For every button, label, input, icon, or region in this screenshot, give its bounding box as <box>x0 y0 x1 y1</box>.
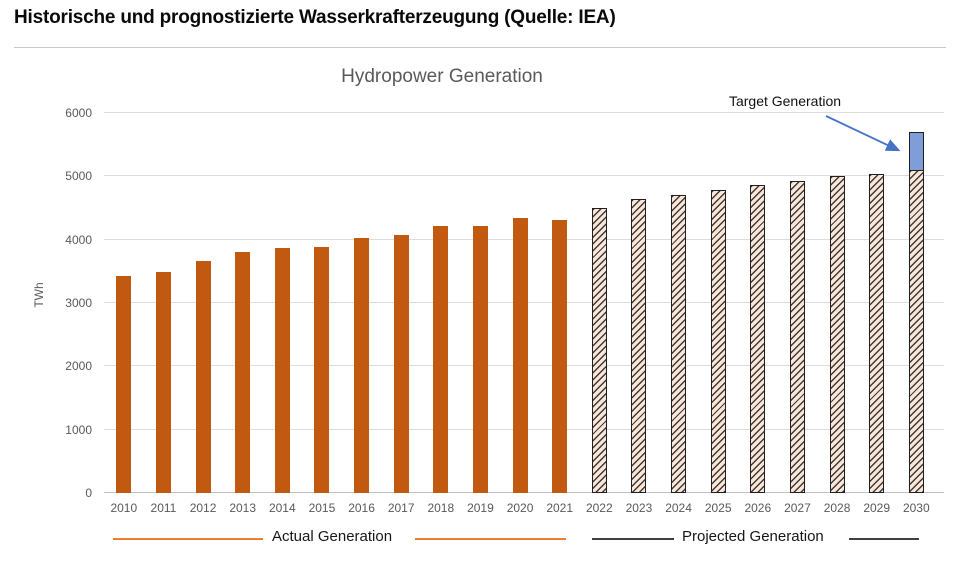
x-label-2022: 2022 <box>585 501 613 515</box>
x-label-2010: 2010 <box>110 501 138 515</box>
x-label-2025: 2025 <box>704 501 732 515</box>
y-tick-6000: 6000 <box>65 106 92 120</box>
projected-bar-2022 <box>591 208 607 493</box>
bar-slot-2017 <box>381 113 421 493</box>
projected-bar-2025 <box>710 189 726 493</box>
y-tick-2000: 2000 <box>65 359 92 374</box>
x-label-2018: 2018 <box>427 501 455 515</box>
actual-bar-2020 <box>512 218 528 493</box>
actual-bar-2021 <box>552 220 568 493</box>
x-label-2020: 2020 <box>506 501 534 515</box>
projected-bar-2028 <box>829 176 845 493</box>
x-label-2027: 2027 <box>784 501 811 515</box>
actual-bar-2011 <box>155 271 171 493</box>
actual-legend-line-left <box>113 538 263 540</box>
bar-slot-2011 <box>144 113 184 493</box>
plot-area <box>104 112 944 493</box>
x-label-2026: 2026 <box>744 501 772 515</box>
bar-slot-2030 <box>897 113 937 493</box>
bar-slot-2013 <box>223 113 263 493</box>
actual-bar-2014 <box>274 247 290 493</box>
bars <box>104 113 936 493</box>
x-label-2029: 2029 <box>863 501 891 515</box>
gridline-6000 <box>104 112 944 113</box>
bar-slot-2014 <box>263 113 303 493</box>
bar-slot-2029 <box>857 113 897 493</box>
y-tick-5000: 5000 <box>65 169 92 184</box>
projected-legend-label: Projected Generation <box>682 528 824 545</box>
x-label-2013: 2013 <box>229 501 257 515</box>
y-tick-0: 0 <box>85 486 92 500</box>
bar-slot-2016 <box>342 113 382 493</box>
bar-slot-2015 <box>302 113 342 493</box>
x-label-2015: 2015 <box>308 501 336 515</box>
bar-slot-2019 <box>461 113 501 493</box>
target-arrow-icon <box>825 115 901 152</box>
actual-bar-2013 <box>235 251 251 493</box>
x-label-2014: 2014 <box>268 501 296 515</box>
gridline-5000 <box>104 175 944 177</box>
bar-slot-2026 <box>738 113 778 493</box>
projected-bar-2026 <box>750 185 766 493</box>
actual-bar-2019 <box>472 226 488 493</box>
y-tick-3000: 3000 <box>65 296 92 310</box>
x-label-2012: 2012 <box>189 501 217 515</box>
x-label-2016: 2016 <box>348 501 375 515</box>
bar-slot-2028 <box>817 113 857 493</box>
page-title: Historische und prognostizierte Wasserkr… <box>14 7 616 28</box>
y-axis-ticks: 0 1000 2000 3000 4000 5000 6000 <box>30 106 92 500</box>
x-label-2021: 2021 <box>546 501 574 515</box>
target-generation-label: Target Generation <box>728 93 842 109</box>
y-tick-1000: 1000 <box>65 422 92 437</box>
header-divider <box>14 47 946 48</box>
bar-slot-2023 <box>619 113 659 493</box>
projected-bar-2027 <box>789 180 805 493</box>
bar-slot-2012 <box>183 113 223 493</box>
projected-bar-2023 <box>631 198 647 493</box>
projected-legend-line-right <box>849 538 919 540</box>
x-label-2019: 2019 <box>467 501 494 515</box>
projected-legend-line-left <box>592 538 674 540</box>
bar-slot-2020 <box>500 113 540 493</box>
x-axis-labels: 2010 2011 2012 2013 2014 2015 2016 2017 2018 2019… <box>104 501 936 515</box>
actual-legend-label: Actual Generation <box>272 528 393 545</box>
target-segment-2030 <box>908 132 924 170</box>
actual-bar-2018 <box>433 225 449 493</box>
y-tick-4000: 4000 <box>65 232 92 247</box>
bar-slot-2025 <box>698 113 738 493</box>
projected-bar-2024 <box>671 194 687 493</box>
projected-bar-2029 <box>869 173 885 493</box>
x-label-2030: 2030 <box>902 501 930 515</box>
actual-legend-line-right <box>415 538 566 540</box>
bar-slot-2021 <box>540 113 580 493</box>
projected-bar-2030 <box>908 170 924 493</box>
actual-bar-2010 <box>116 275 132 493</box>
actual-bar-2017 <box>393 235 409 493</box>
bar-slot-2018 <box>421 113 461 493</box>
bar-slot-2027 <box>778 113 818 493</box>
x-label-2023: 2023 <box>625 501 653 515</box>
bar-slot-2022 <box>580 113 620 493</box>
x-label-2011: 2011 <box>150 501 177 515</box>
x-label-2028: 2028 <box>823 501 851 515</box>
actual-bar-2016 <box>354 237 370 493</box>
actual-bar-2015 <box>314 246 330 493</box>
bar-slot-2024 <box>659 113 699 493</box>
x-label-2024: 2024 <box>665 501 692 515</box>
x-label-2017: 2017 <box>387 501 415 515</box>
chart-title: Hydropower Generation <box>341 66 543 87</box>
actual-bar-2012 <box>195 261 211 493</box>
bar-slot-2010 <box>104 113 144 493</box>
